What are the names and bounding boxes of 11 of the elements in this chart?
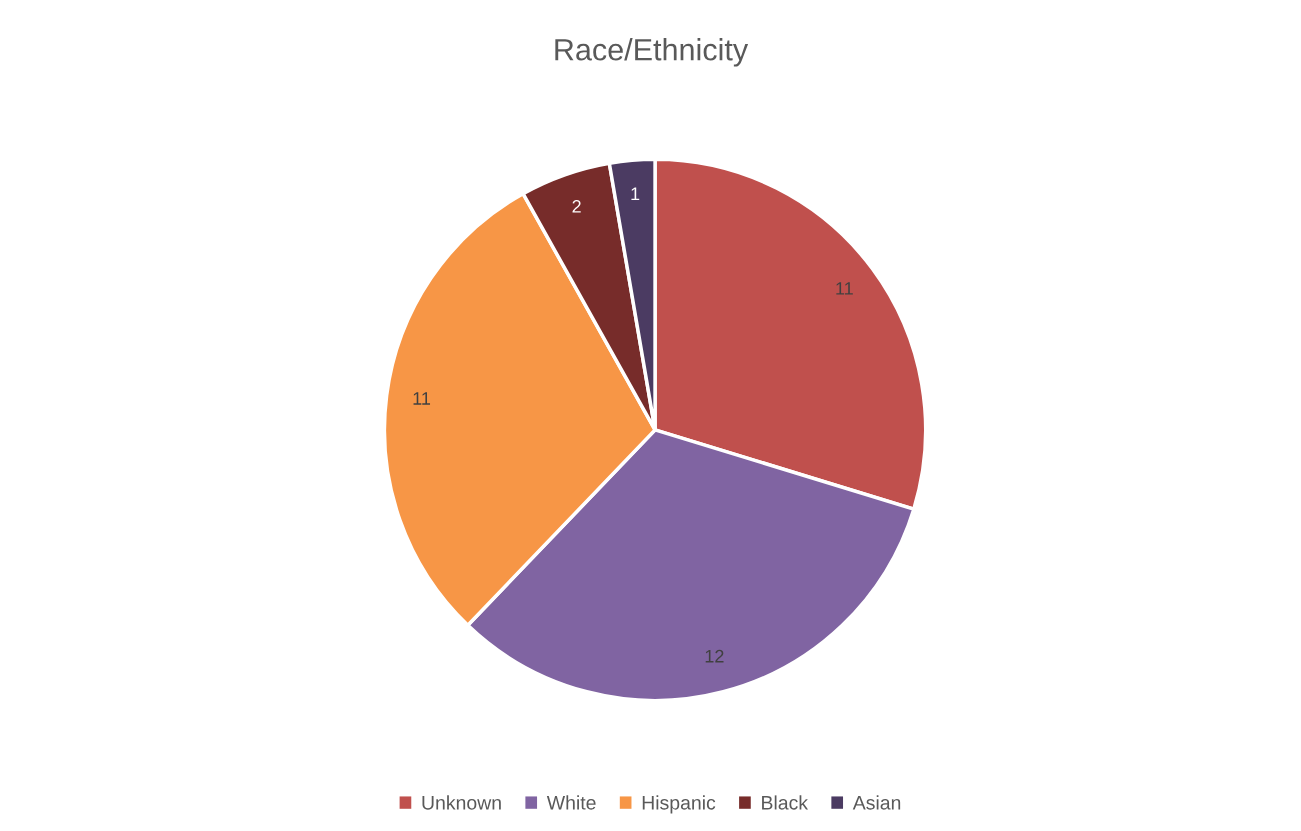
data-label: 1	[631, 187, 640, 201]
chart-title: Race/Ethnicity	[555, 38, 749, 67]
legend-label: Black	[762, 795, 809, 810]
data-label: 11	[836, 282, 853, 295]
legend-label: Hispanic	[642, 795, 716, 814]
data-label: 11	[413, 392, 431, 405]
legend-label: Unknown	[422, 795, 501, 810]
legend-label: White	[546, 795, 596, 810]
data-label: 12	[705, 649, 724, 663]
legend-label: Asian	[852, 795, 901, 810]
data-label: 2	[572, 200, 581, 213]
